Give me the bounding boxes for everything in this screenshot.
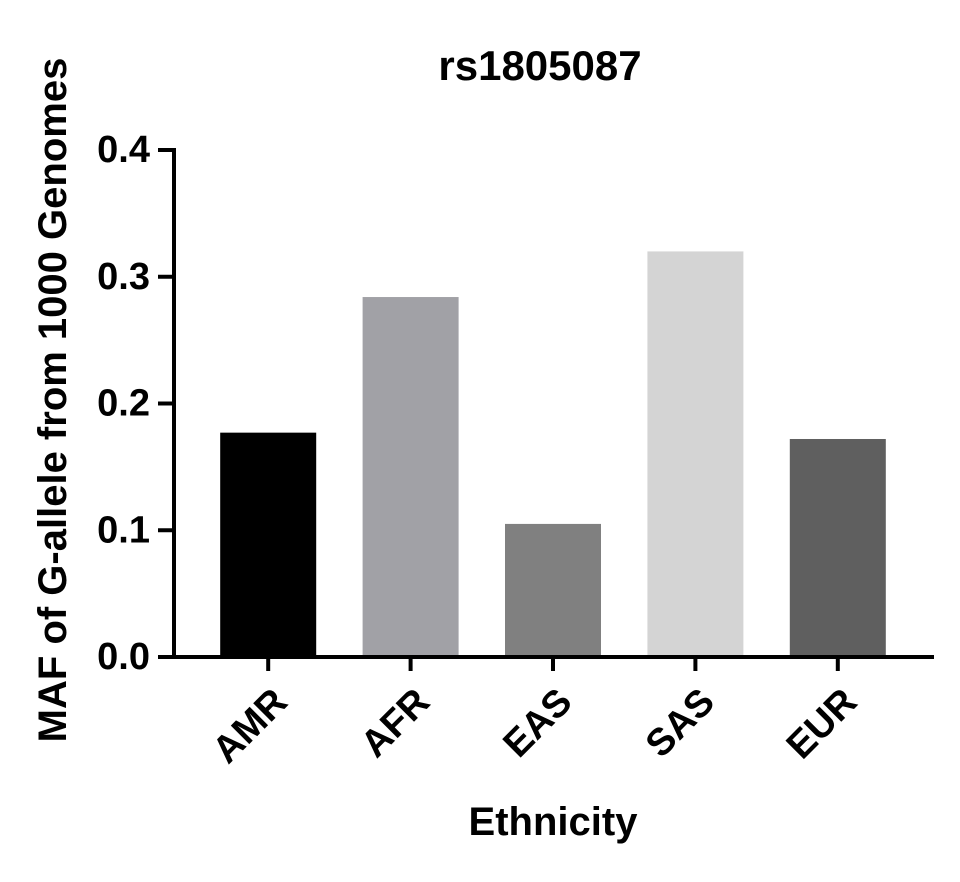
x-tick-label-eur: EUR — [779, 681, 865, 767]
y-tick-label: 0.0 — [97, 636, 150, 678]
x-tick-label-sas: SAS — [638, 681, 723, 766]
x-tick-label-amr: AMR — [205, 681, 296, 772]
labels-layer: AMR AFR EAS SAS EUR 0.0 0.1 0.2 0.3 0.4 — [97, 129, 865, 772]
y-axis-title: MAF of G-allele from 1000 Genomes — [31, 58, 75, 743]
y-tick-label: 0.4 — [97, 129, 150, 171]
bar-amr — [220, 432, 317, 657]
chart-title: rs1805087 — [438, 42, 641, 89]
bar-afr — [362, 297, 459, 657]
y-tick-label: 0.3 — [97, 256, 150, 298]
axes-layer — [158, 148, 934, 671]
x-tick-label-afr: AFR — [353, 681, 438, 766]
x-tick-label-eas: EAS — [496, 681, 581, 766]
y-tick-label: 0.2 — [97, 383, 150, 425]
bar-eur — [789, 438, 886, 657]
y-tick-label: 0.1 — [97, 509, 150, 551]
x-axis-title: Ethnicity — [469, 800, 639, 844]
bar-sas — [647, 251, 744, 657]
bars-layer — [220, 251, 886, 657]
bar-eas — [505, 523, 601, 657]
